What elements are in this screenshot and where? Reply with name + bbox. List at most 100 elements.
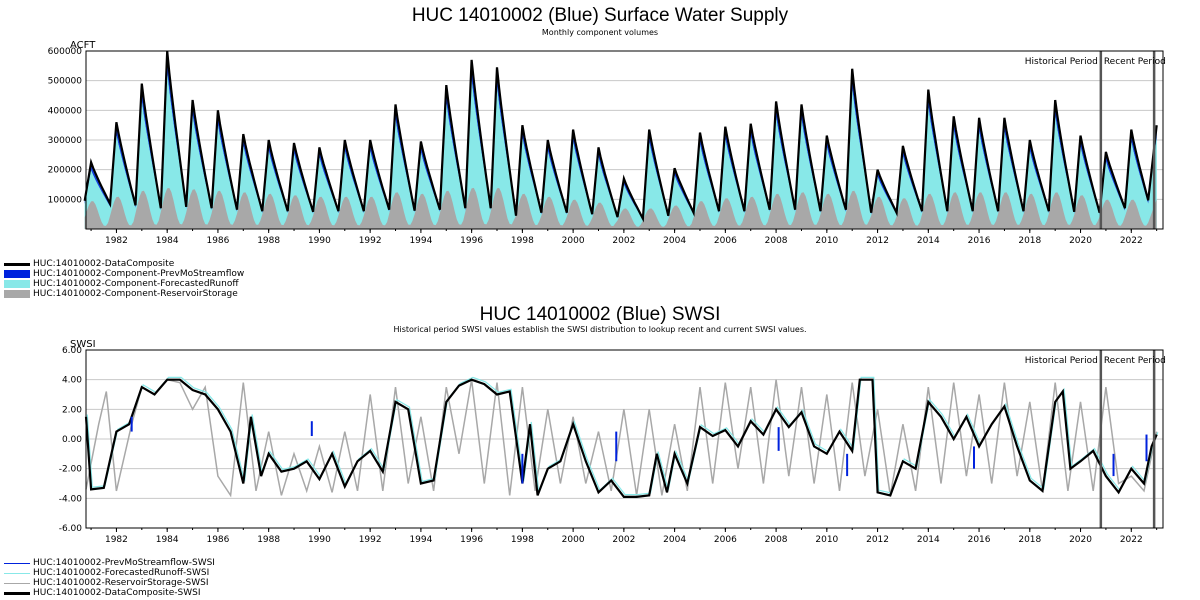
top-x-tick-label: 2016 — [968, 236, 991, 246]
top-x-tick-label: 1986 — [206, 236, 229, 246]
bottom-x-tick-label: 1986 — [206, 535, 229, 545]
top-x-tick-label: 2008 — [765, 236, 788, 246]
bottom-x-tick-label: 2012 — [866, 535, 889, 545]
bottom-x-tick-label: 2016 — [968, 535, 991, 545]
bottom-x-tick-label: 1998 — [511, 535, 534, 545]
top-y-tick-label: 600000 — [48, 47, 83, 57]
bottom-y-tick-label: 2.00 — [62, 405, 82, 415]
legend-item: HUC:14010002-ForecastedRunoff-SWSI — [4, 568, 215, 578]
top-y-axis-label: ACFT — [70, 40, 96, 51]
top-x-tick-label: 1984 — [156, 236, 179, 246]
top-y-tick-label: 200000 — [48, 166, 83, 176]
bottom-x-tick-label: 2002 — [612, 535, 635, 545]
legend-swatch — [4, 572, 30, 574]
legend-label: HUC:14010002-PrevMoStreamflow-SWSI — [33, 558, 215, 568]
legend-item: HUC:14010002-Component-ReservoirStorage — [4, 289, 244, 299]
top-x-tick-label: 1988 — [257, 236, 280, 246]
top-historical-period-label: Historical Period — [1025, 57, 1098, 67]
bottom-x-tick-label: 1990 — [308, 535, 331, 545]
bottom-y-tick-label: -6.00 — [59, 524, 83, 534]
top-x-tick-label: 2010 — [815, 236, 838, 246]
legend-label: HUC:14010002-Component-ReservoirStorage — [33, 289, 238, 299]
top-chart-plot-area — [83, 50, 1158, 230]
bottom-plot-border — [85, 349, 1164, 529]
legend-swatch — [4, 562, 30, 564]
data-composite-line — [83, 50, 1158, 223]
bottom-chart-legend: HUC:14010002-PrevMoStreamflow-SWSI HUC:1… — [4, 558, 215, 598]
top-x-tick-label: 1982 — [105, 236, 128, 246]
data-composite-swsi-line — [84, 378, 1158, 498]
top-plot-border — [85, 50, 1164, 230]
top-x-tick-label: 2022 — [1120, 236, 1143, 246]
top-x-tick-label: 1992 — [359, 236, 382, 246]
bottom-x-tick-label: 2020 — [1069, 535, 1092, 545]
legend-swatch — [4, 280, 30, 288]
top-x-tick-label: 1990 — [308, 236, 331, 246]
bottom-x-tick-label: 2014 — [917, 535, 940, 545]
top-y-tick-label: 100000 — [48, 195, 83, 205]
bottom-y-axis-label: SWSI — [70, 339, 96, 350]
bottom-x-tick-label: 2018 — [1018, 535, 1041, 545]
legend-item: HUC:14010002-DataComposite-SWSI — [4, 588, 215, 598]
top-x-tick-label: 2020 — [1069, 236, 1092, 246]
top-y-tick-label: 300000 — [48, 136, 83, 146]
top-chart-legend: HUC:14010002-DataComposite HUC:14010002-… — [4, 259, 244, 299]
bottom-x-tick-label: 2010 — [815, 535, 838, 545]
bottom-chart-axes: -6.00 -4.00 -2.00 0.00 2.00 4.00 6.00 1982 1984 1… — [59, 346, 1166, 545]
legend-swatch — [4, 270, 30, 278]
bottom-y-tick-label: 0.00 — [62, 435, 82, 445]
legend-item: HUC:14010002-ReservoirStorage-SWSI — [4, 578, 215, 588]
bottom-y-tick-label: -2.00 — [59, 465, 83, 475]
bottom-x-tick-label: 2008 — [765, 535, 788, 545]
bottom-x-tick-label: 2004 — [663, 535, 686, 545]
top-chart-title: HUC 14010002 (Blue) Surface Water Supply — [412, 5, 789, 26]
legend-label: HUC:14010002-ForecastedRunoff-SWSI — [33, 568, 210, 578]
bottom-x-tick-label: 1984 — [156, 535, 179, 545]
legend-item: HUC:14010002-DataComposite — [4, 259, 244, 269]
bottom-chart-subtitle: Historical period SWSI values establish … — [393, 325, 806, 334]
top-x-tick-label: 2014 — [917, 236, 940, 246]
top-x-tick-label: 1998 — [511, 236, 534, 246]
bottom-x-tick-label: 1996 — [460, 535, 483, 545]
bottom-x-tick-label: 1988 — [257, 535, 280, 545]
legend-item: HUC:14010002-PrevMoStreamflow-SWSI — [4, 558, 215, 568]
bottom-x-tick-label: 2022 — [1120, 535, 1143, 545]
top-x-tick-label: 2004 — [663, 236, 686, 246]
legend-label: HUC:14010002-DataComposite-SWSI — [33, 588, 201, 598]
top-x-tick-label: 2006 — [714, 236, 737, 246]
legend-label: HUC:14010002-DataComposite — [33, 259, 175, 269]
forecasted-runoff-area-inner — [84, 72, 1157, 230]
top-x-tick-label: 2000 — [562, 236, 585, 246]
bottom-chart-title: HUC 14010002 (Blue) SWSI — [480, 304, 721, 325]
top-x-tick-label: 2018 — [1018, 236, 1041, 246]
legend-swatch — [4, 262, 30, 266]
bottom-x-tick-label: 1992 — [359, 535, 382, 545]
bottom-chart-plot-area — [84, 376, 1159, 498]
legend-swatch — [4, 582, 30, 584]
top-recent-period-label: Recent Period — [1104, 57, 1166, 67]
bottom-recent-period-label: Recent Period — [1104, 356, 1166, 366]
bottom-x-tick-label: 2000 — [562, 535, 585, 545]
reservoir-storage-area — [84, 187, 1157, 229]
legend-label: HUC:14010002-Component-ForecastedRunoff — [33, 279, 239, 289]
bottom-historical-period-label: Historical Period — [1025, 356, 1098, 366]
top-x-tick-label: 1996 — [460, 236, 483, 246]
top-y-tick-label: 500000 — [48, 77, 83, 87]
top-y-tick-label: 400000 — [48, 106, 83, 116]
legend-swatch — [4, 591, 30, 595]
bottom-y-tick-label: -4.00 — [59, 494, 83, 504]
top-x-tick-label: 1994 — [409, 236, 432, 246]
top-chart-axes: 100000 200000 300000 400000 500000 600000 1982… — [48, 47, 1166, 246]
legend-swatch — [4, 290, 30, 298]
legend-item: HUC:14010002-Component-PrevMoStreamflow — [4, 269, 244, 279]
top-chart-subtitle: Monthly component volumes — [542, 28, 658, 37]
bottom-y-tick-label: 4.00 — [62, 376, 82, 386]
reservoir-storage-swsi-line — [85, 378, 1158, 498]
bottom-y-tick-label: 6.00 — [62, 346, 82, 356]
legend-label: HUC:14010002-ReservoirStorage-SWSI — [33, 578, 209, 588]
top-x-tick-label: 2012 — [866, 236, 889, 246]
bottom-x-tick-label: 1994 — [409, 535, 432, 545]
prev-month-streamflow-area — [84, 51, 1157, 220]
top-x-tick-label: 2002 — [612, 236, 635, 246]
